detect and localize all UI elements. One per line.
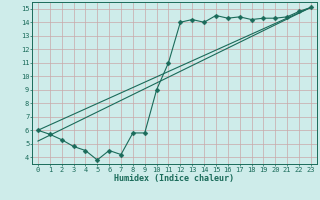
X-axis label: Humidex (Indice chaleur): Humidex (Indice chaleur) — [115, 174, 234, 183]
